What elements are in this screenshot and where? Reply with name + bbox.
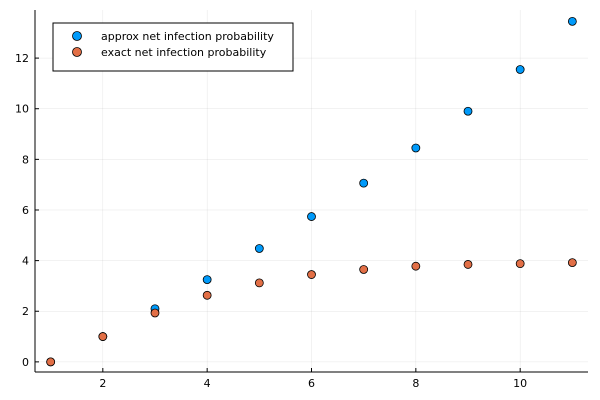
series-2 bbox=[46, 258, 577, 367]
data-point bbox=[567, 258, 577, 268]
data-point bbox=[98, 332, 108, 341]
data-point bbox=[150, 308, 160, 318]
x-tick-label: 6 bbox=[308, 377, 315, 390]
data-point bbox=[411, 143, 421, 153]
data-point bbox=[254, 278, 264, 288]
x-tick-label: 2 bbox=[99, 377, 106, 390]
legend-label: exact net infection probability bbox=[101, 46, 267, 59]
x-tick-label: 10 bbox=[513, 377, 527, 390]
x-tick-label: 4 bbox=[204, 377, 211, 390]
data-point bbox=[463, 260, 473, 269]
x-tick-label: 8 bbox=[412, 377, 419, 390]
data-point bbox=[307, 270, 316, 279]
legend-item: approx net infection probability bbox=[72, 30, 274, 43]
y-tick-label: 2 bbox=[22, 305, 29, 318]
legend-marker bbox=[72, 31, 82, 41]
y-tick-label: 4 bbox=[22, 255, 29, 268]
legend-label: approx net infection probability bbox=[101, 30, 274, 43]
grid bbox=[35, 10, 588, 372]
data-point bbox=[463, 106, 473, 116]
data-point bbox=[359, 265, 369, 274]
data-point bbox=[567, 16, 577, 26]
y-tick-label: 10 bbox=[15, 103, 29, 116]
data-point bbox=[202, 290, 212, 300]
legend-item: exact net infection probability bbox=[72, 46, 267, 59]
legend-box bbox=[52, 22, 294, 72]
legend: approx net infection probability exact ne… bbox=[52, 22, 294, 72]
legend-marker bbox=[72, 47, 82, 57]
data-point bbox=[46, 357, 56, 367]
data-point bbox=[202, 275, 212, 285]
data-point bbox=[515, 65, 525, 74]
data-point bbox=[411, 261, 421, 271]
data-point bbox=[254, 244, 264, 253]
y-tick-label: 12 bbox=[15, 52, 29, 65]
data-point bbox=[307, 212, 316, 221]
y-tick-label: 8 bbox=[22, 153, 29, 166]
data-point bbox=[515, 259, 525, 269]
y-tick-label: 0 bbox=[22, 356, 29, 369]
y-tick-label: 6 bbox=[22, 204, 29, 217]
data-series bbox=[46, 16, 577, 367]
data-point bbox=[359, 178, 369, 188]
ticks: 2 4 6 8 10 0 2 4 6 8 10 12 bbox=[15, 52, 527, 390]
